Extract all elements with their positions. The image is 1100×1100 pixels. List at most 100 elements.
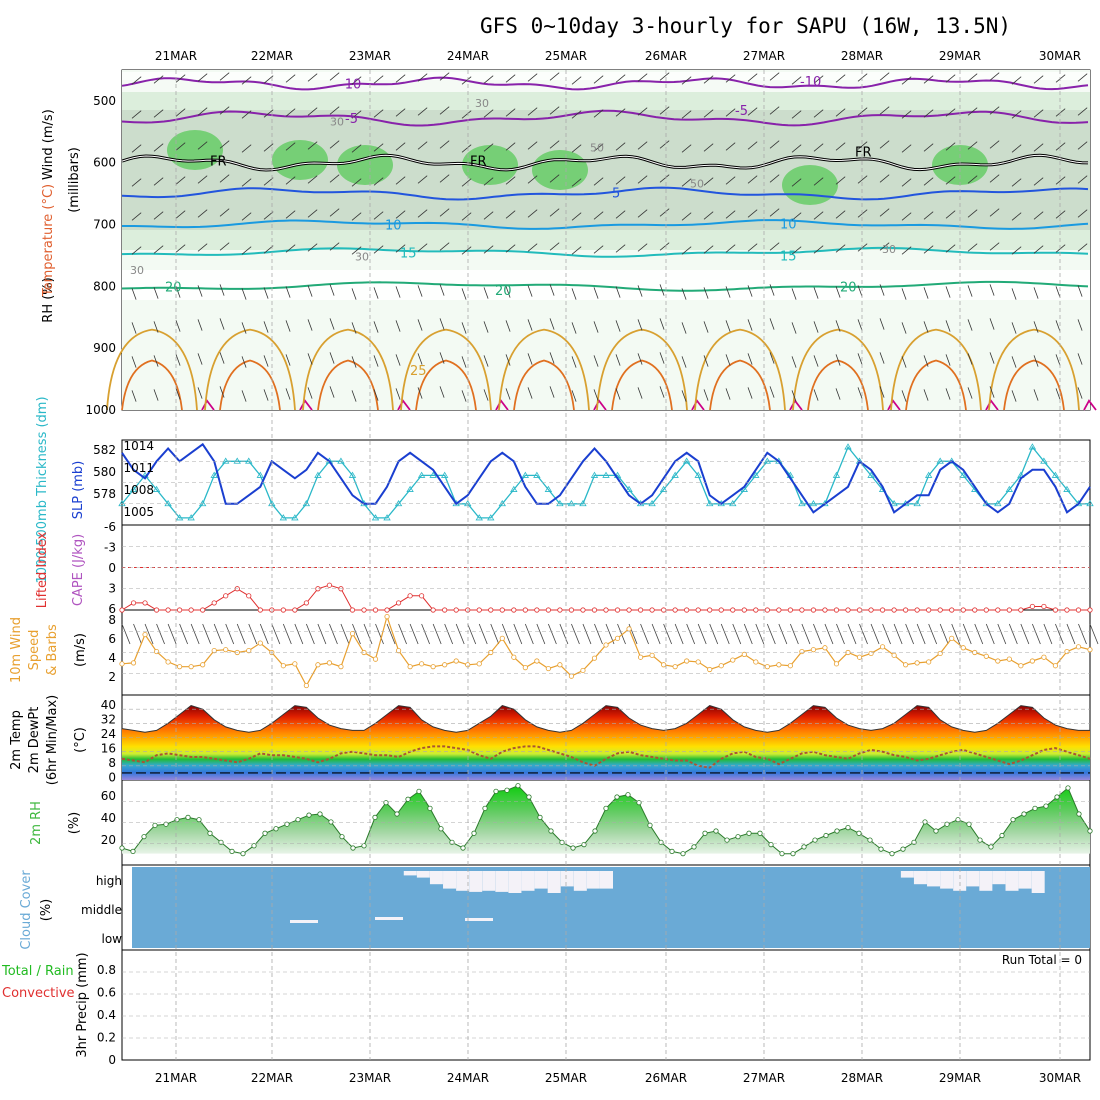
surface-wind-barb [213, 623, 223, 645]
wind-speed-point [868, 650, 874, 657]
wind-barb [967, 387, 973, 399]
rh-point [944, 821, 950, 827]
surface-wind-barb [962, 623, 972, 645]
rh-point [625, 792, 631, 798]
li-point [1018, 607, 1024, 613]
wind-speed-point [165, 659, 171, 665]
wind-barb [813, 321, 819, 333]
rh-point [1032, 805, 1038, 811]
surface-wind-barb [1078, 623, 1087, 645]
li-point [1041, 603, 1047, 610]
surface-wind-barb [398, 623, 407, 645]
wind-barb [1033, 109, 1044, 118]
thickness-axis-label: 1000-500mb Thickness (dm) [35, 396, 50, 583]
temp-contour-30 [709, 359, 771, 411]
surface-wind-barb [133, 623, 142, 645]
wind-barb [637, 107, 648, 116]
slp-tick: 1008 [123, 483, 154, 497]
high-cloud-bar [443, 871, 457, 889]
rh-point [449, 839, 455, 845]
wind-barb [945, 286, 951, 298]
li-tick: 3 [108, 582, 116, 596]
wind-barb [945, 354, 951, 366]
rh-point [152, 822, 158, 828]
contour-label: 10 [385, 219, 402, 234]
li-point [303, 600, 309, 606]
temp-axis-label: 2m Temp [9, 710, 24, 770]
li-point [741, 607, 747, 613]
wind-barb [835, 320, 841, 332]
wind-speed-point [303, 682, 309, 689]
wind-barb [285, 176, 296, 185]
wind-barb [681, 356, 687, 368]
wind-barb [549, 242, 560, 251]
rh-point [229, 848, 235, 855]
surface-wind-barb [905, 623, 914, 645]
wind-barb [131, 178, 142, 187]
date-label-top: 22MAR [251, 49, 293, 63]
wind-barb [483, 143, 494, 152]
wind-barb [725, 244, 736, 253]
wind-barb [153, 321, 159, 333]
wind-barb [395, 244, 406, 253]
li-point [545, 607, 551, 613]
li-tick: 0 [108, 561, 116, 575]
high-cloud-bar [992, 871, 1006, 885]
wind-barb [835, 244, 846, 253]
high-cloud-bar [403, 871, 417, 876]
rh-tick: 40 [101, 811, 116, 825]
high-cloud-bar [456, 871, 470, 891]
wind-barb [769, 208, 780, 217]
rh-point [1065, 785, 1071, 791]
wind-barb [725, 74, 736, 83]
thickness-point [383, 514, 391, 521]
wind-barb [571, 110, 582, 119]
rh-point [372, 814, 378, 821]
wind-speed-point [419, 661, 425, 667]
wind-speed-point [545, 665, 551, 672]
rh-point [1087, 828, 1093, 834]
rh-point [812, 837, 818, 843]
wind-barb [615, 320, 621, 332]
rh-point [735, 834, 741, 840]
date-label-top: 23MAR [349, 49, 391, 63]
wind-barb [593, 355, 599, 367]
wind-barb [131, 212, 142, 221]
li-point [1052, 607, 1059, 613]
wind-barb [197, 353, 203, 365]
wind-barb [637, 209, 648, 218]
rh-point [691, 844, 697, 850]
rh-point [559, 839, 565, 845]
wind-barb [153, 143, 164, 152]
wind-speed-point [338, 664, 344, 670]
wind-barb [989, 352, 995, 364]
wind-barb [703, 389, 709, 401]
wind-barb [219, 284, 225, 296]
surface-wind-barb [1008, 623, 1018, 645]
wind-barb [285, 320, 291, 332]
rh-point [1043, 803, 1049, 809]
wind-barb [813, 287, 819, 299]
wind-barb [813, 143, 824, 152]
thickness-point [1040, 457, 1048, 464]
surface-wind-barb [559, 623, 569, 645]
wind-barb [901, 246, 912, 255]
high-cloud-bar [521, 871, 535, 891]
temp-contour-m10 [121, 76, 1089, 91]
thickness-point [924, 471, 933, 478]
wind-barb [1011, 212, 1022, 221]
wind-barb [725, 286, 731, 298]
thickness-point [475, 514, 483, 521]
wind-speed-point [153, 648, 160, 655]
wind-barb [681, 246, 692, 255]
rh-contour-label: 30 [475, 97, 489, 110]
wind-barb [901, 288, 907, 300]
wind-barb [571, 288, 577, 300]
surface-wind-barb [766, 623, 776, 645]
wind-barb [615, 388, 621, 400]
axis-labels: 21MAR 21MAR 22MAR 22MAR 23MAR 23MAR 24MAR 24MAR… [1, 49, 1081, 1085]
wind-speed-point [384, 614, 390, 620]
thickness-point [729, 499, 737, 507]
wind-barb [417, 387, 423, 399]
date-label-bottom: 24MAR [447, 1071, 489, 1085]
